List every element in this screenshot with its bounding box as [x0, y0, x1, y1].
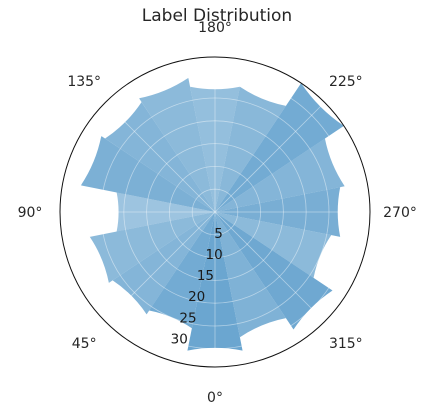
radial-grid-circle: [169, 166, 261, 258]
angle-tick-labels: 0° 45° 90° 135° 180° 225° 270° 315°: [18, 20, 417, 406]
radial-tick-labels: 5 10 15 20 25 30: [171, 226, 223, 347]
radial-tick-label: 5: [214, 226, 223, 242]
radial-tick-label: 25: [179, 310, 196, 326]
polar-bar: [187, 212, 243, 351]
polar-bar: [215, 212, 286, 338]
radial-grid-circle: [100, 97, 330, 327]
radial-tick-label: 20: [188, 289, 205, 305]
angular-grid-line: [105, 102, 216, 213]
polar-bar: [215, 212, 332, 278]
radial-grid-circle: [146, 143, 284, 281]
polar-bar: [89, 212, 215, 283]
radial-grid-circle: [77, 74, 353, 350]
radial-grid-circle: [191, 188, 239, 236]
radial-tick-label: 30: [171, 331, 188, 347]
angle-tick-label: 225°: [329, 74, 363, 90]
angular-grid-line: [214, 102, 325, 213]
angular-grid-line: [214, 211, 325, 322]
angle-tick-label: 180°: [198, 20, 232, 36]
radial-grid-circle: [123, 120, 307, 304]
polar-grid: [60, 57, 370, 367]
angle-tick-label: 90°: [18, 205, 43, 221]
polar-bar: [215, 212, 333, 330]
polar-bar: [190, 86, 240, 212]
angle-tick-label: 270°: [383, 205, 417, 221]
angular-grid-line: [105, 211, 216, 322]
polar-outline: [59, 56, 371, 368]
polar-bar: [116, 192, 215, 232]
polar-bar: [112, 212, 215, 315]
angle-tick-label: 315°: [329, 336, 363, 352]
radial-tick-label: 10: [206, 247, 223, 263]
polar-bar: [105, 102, 215, 212]
polar-bar: [215, 83, 344, 212]
polar-bar: [139, 77, 215, 212]
polar-bar: [215, 187, 341, 237]
angle-tick-label: 135°: [67, 74, 101, 90]
polar-bar: [149, 212, 215, 329]
angle-tick-label: 45°: [72, 336, 97, 352]
polar-bar: [215, 138, 345, 212]
polar-bar: [80, 136, 215, 212]
polar-bars: [80, 77, 345, 351]
angle-tick-label: 0°: [207, 390, 223, 406]
chart-title: Label Distribution: [142, 6, 292, 26]
radial-tick-label: 15: [197, 268, 214, 284]
polar-bar: [215, 86, 286, 212]
